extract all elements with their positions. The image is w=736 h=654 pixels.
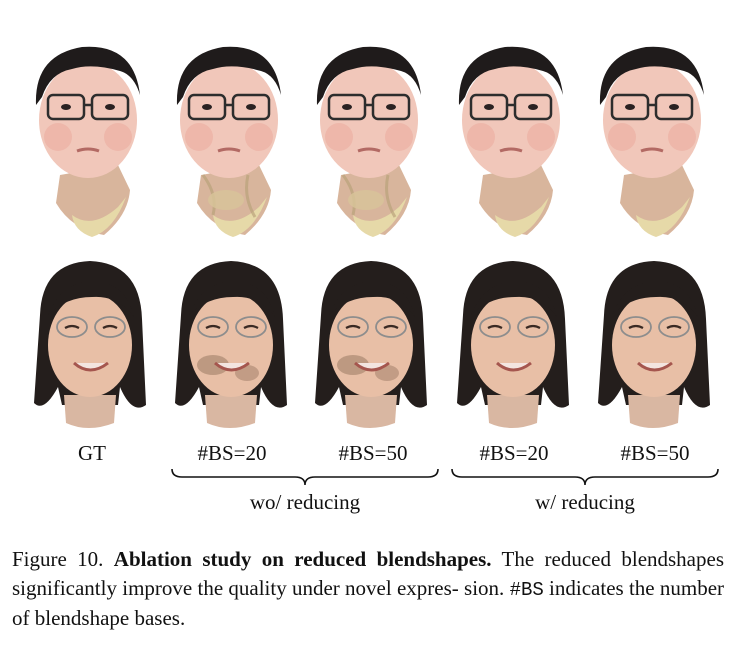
face-row1-w-bs50 [586, 25, 720, 240]
face-row2-w-bs50 [586, 255, 720, 435]
caption-code: #BS [509, 578, 544, 601]
col-label-w-bs50: #BS=50 [620, 441, 690, 465]
caption-text-1: The reduced blendshapes significantly im… [12, 547, 724, 600]
figure-caption: Figure 10. Ablation study on reduced ble… [12, 545, 724, 633]
face-row2-w-bs20 [445, 255, 579, 435]
face-row2-gt [22, 255, 156, 435]
figure: GT #BS=20 #BS=50 #BS=20 #BS=50 wo/ reduc… [22, 25, 720, 514]
col-label-wo-bs50: #BS=50 [338, 441, 408, 465]
face-row1-w-bs20 [445, 25, 579, 240]
face-row1-gt [22, 25, 156, 240]
col-label-w-bs20: #BS=20 [479, 441, 549, 465]
face-row1-wo-bs20 [163, 25, 297, 240]
brace-wo-reducing [171, 468, 439, 486]
caption-prefix: Figure 10. [12, 547, 104, 571]
group-label-w-reducing: w/ reducing [535, 490, 635, 514]
face-row2-wo-bs20 [163, 255, 297, 435]
caption-title: Ablation study on reduced blendshapes. [113, 547, 492, 571]
col-label-gt: GT [78, 441, 106, 465]
face-row1-wo-bs50 [303, 25, 437, 240]
face-row2-wo-bs50 [303, 255, 437, 435]
col-label-wo-bs20: #BS=20 [197, 441, 267, 465]
brace-w-reducing [451, 468, 719, 486]
group-label-wo-reducing: wo/ reducing [249, 490, 361, 514]
caption-text-2: indicates the number of blendshape bases… [12, 575, 725, 631]
